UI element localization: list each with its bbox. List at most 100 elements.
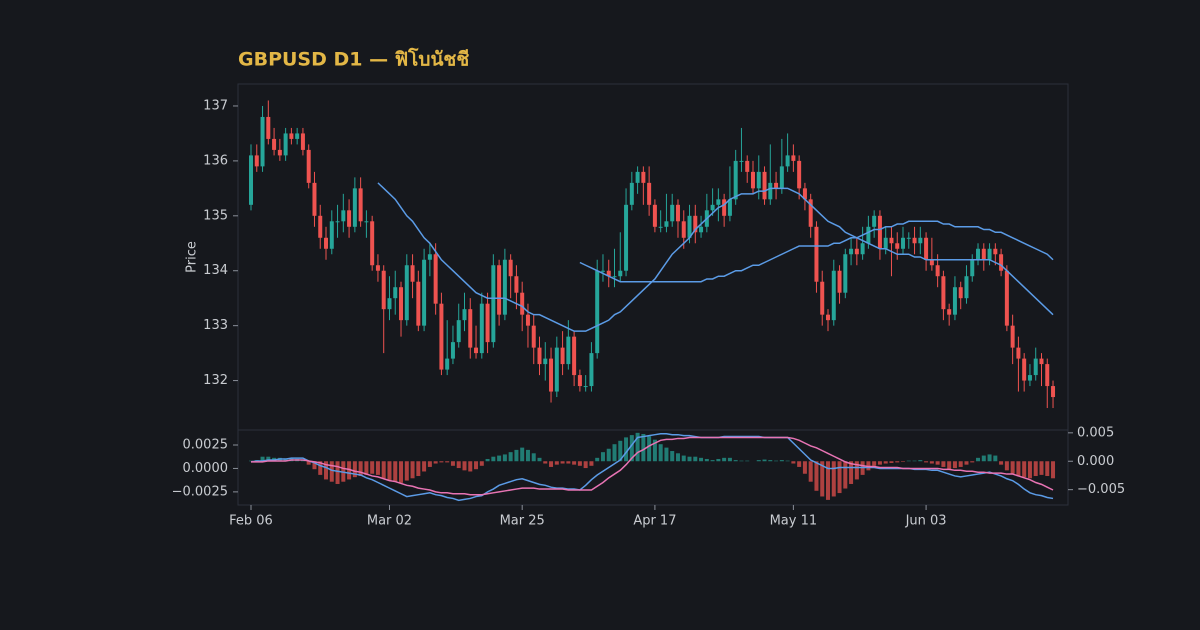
candle-body	[693, 215, 698, 233]
histogram-bar	[1027, 461, 1032, 479]
candle-body	[606, 270, 611, 277]
histogram-bar	[439, 461, 444, 463]
candle-body	[329, 221, 334, 249]
candle-body	[1033, 358, 1038, 376]
candle-body	[756, 171, 761, 189]
candle-body	[727, 199, 732, 216]
histogram-bar	[520, 447, 525, 462]
candle-body	[826, 314, 830, 321]
candle-body	[831, 270, 836, 321]
candle-body	[306, 149, 311, 183]
histogram-bar	[699, 457, 704, 462]
histogram-bar	[318, 461, 323, 475]
moving-average	[579, 220, 1054, 283]
candle-body	[987, 248, 992, 260]
candle-body	[283, 133, 288, 156]
histogram-bar	[249, 460, 253, 462]
candle-body	[906, 237, 911, 239]
histogram-bar	[664, 447, 669, 462]
histogram-bar	[872, 461, 877, 466]
histogram-bar	[543, 461, 548, 464]
histogram-bar	[531, 453, 536, 462]
candle-body	[1051, 386, 1056, 398]
y-tick-label: 133	[203, 318, 228, 333]
candle-body	[445, 358, 450, 370]
macd-line	[250, 433, 1054, 502]
candle-body	[999, 254, 1004, 271]
candle-body	[877, 215, 882, 249]
candle-body	[491, 265, 496, 343]
histogram-bar	[624, 437, 629, 462]
candle-body	[762, 171, 767, 200]
candle-body	[779, 166, 784, 189]
candle-body	[872, 215, 877, 227]
candle-body	[1004, 270, 1009, 326]
candle-body	[716, 199, 721, 205]
candle-body	[722, 199, 727, 216]
candle-body	[1022, 358, 1027, 381]
candle-body	[814, 226, 819, 282]
histogram-bar	[485, 458, 490, 462]
histogram-bar	[647, 436, 652, 462]
candle-body	[912, 237, 917, 244]
histogram-bar	[952, 461, 957, 469]
histogram-bar	[958, 461, 963, 467]
histogram-bar	[693, 456, 698, 462]
histogram-bar	[324, 461, 329, 480]
histogram-bar	[1010, 461, 1015, 474]
histogram-bar	[600, 452, 605, 462]
candle-body	[952, 287, 957, 315]
candle-body	[381, 270, 386, 310]
histogram-bar	[456, 461, 461, 469]
histogram-bar	[462, 461, 467, 471]
histogram-bar	[474, 461, 479, 470]
histogram-bar	[670, 451, 675, 462]
candle-body	[797, 160, 802, 189]
candle-body	[699, 226, 704, 233]
histogram-bar	[906, 460, 911, 462]
candle-body	[733, 160, 738, 200]
y2-tick-label: 0.005	[1077, 425, 1114, 440]
candle-body	[249, 155, 253, 205]
histogram-bar	[618, 440, 623, 462]
histogram-bar	[364, 461, 369, 475]
candle-body	[549, 358, 554, 392]
y2-tick-label: −0.005	[1077, 482, 1125, 497]
histogram-bar	[445, 461, 450, 463]
histogram-bar	[572, 461, 577, 465]
candle-body	[572, 336, 577, 376]
histogram-bar	[468, 461, 473, 472]
candle-body	[416, 281, 421, 326]
histogram-bar	[306, 461, 311, 465]
histogram-bar	[877, 461, 882, 465]
histogram-bar	[595, 457, 600, 462]
chart-title: GBPUSD D1 — ฟิโบนัชชี	[238, 48, 469, 71]
candle-body	[710, 204, 715, 211]
candle-body	[785, 155, 790, 167]
candle-body	[624, 204, 629, 271]
histogram-bar	[375, 461, 380, 475]
candle-body	[387, 298, 392, 310]
candle-body	[941, 276, 946, 310]
candle-body	[375, 265, 380, 271]
histogram-bar	[658, 444, 663, 462]
histogram-bar	[347, 461, 352, 480]
histogram-bar	[560, 461, 565, 464]
histogram-bar	[675, 453, 680, 462]
candle-body	[289, 133, 294, 139]
histogram-bar	[854, 461, 859, 480]
candle-body	[976, 248, 981, 260]
histogram-bar	[970, 461, 975, 463]
histogram-bar	[895, 461, 900, 463]
histogram-bar	[814, 461, 819, 491]
candle-body	[589, 353, 594, 387]
histogram-bar	[889, 461, 894, 463]
candle-body	[929, 259, 934, 266]
candle-body	[410, 265, 415, 282]
candle-body	[647, 182, 652, 205]
y-tick-label: −0.0025	[172, 484, 228, 499]
candle-body	[554, 347, 559, 392]
candle-body	[670, 204, 675, 222]
candle-body	[1016, 347, 1021, 359]
